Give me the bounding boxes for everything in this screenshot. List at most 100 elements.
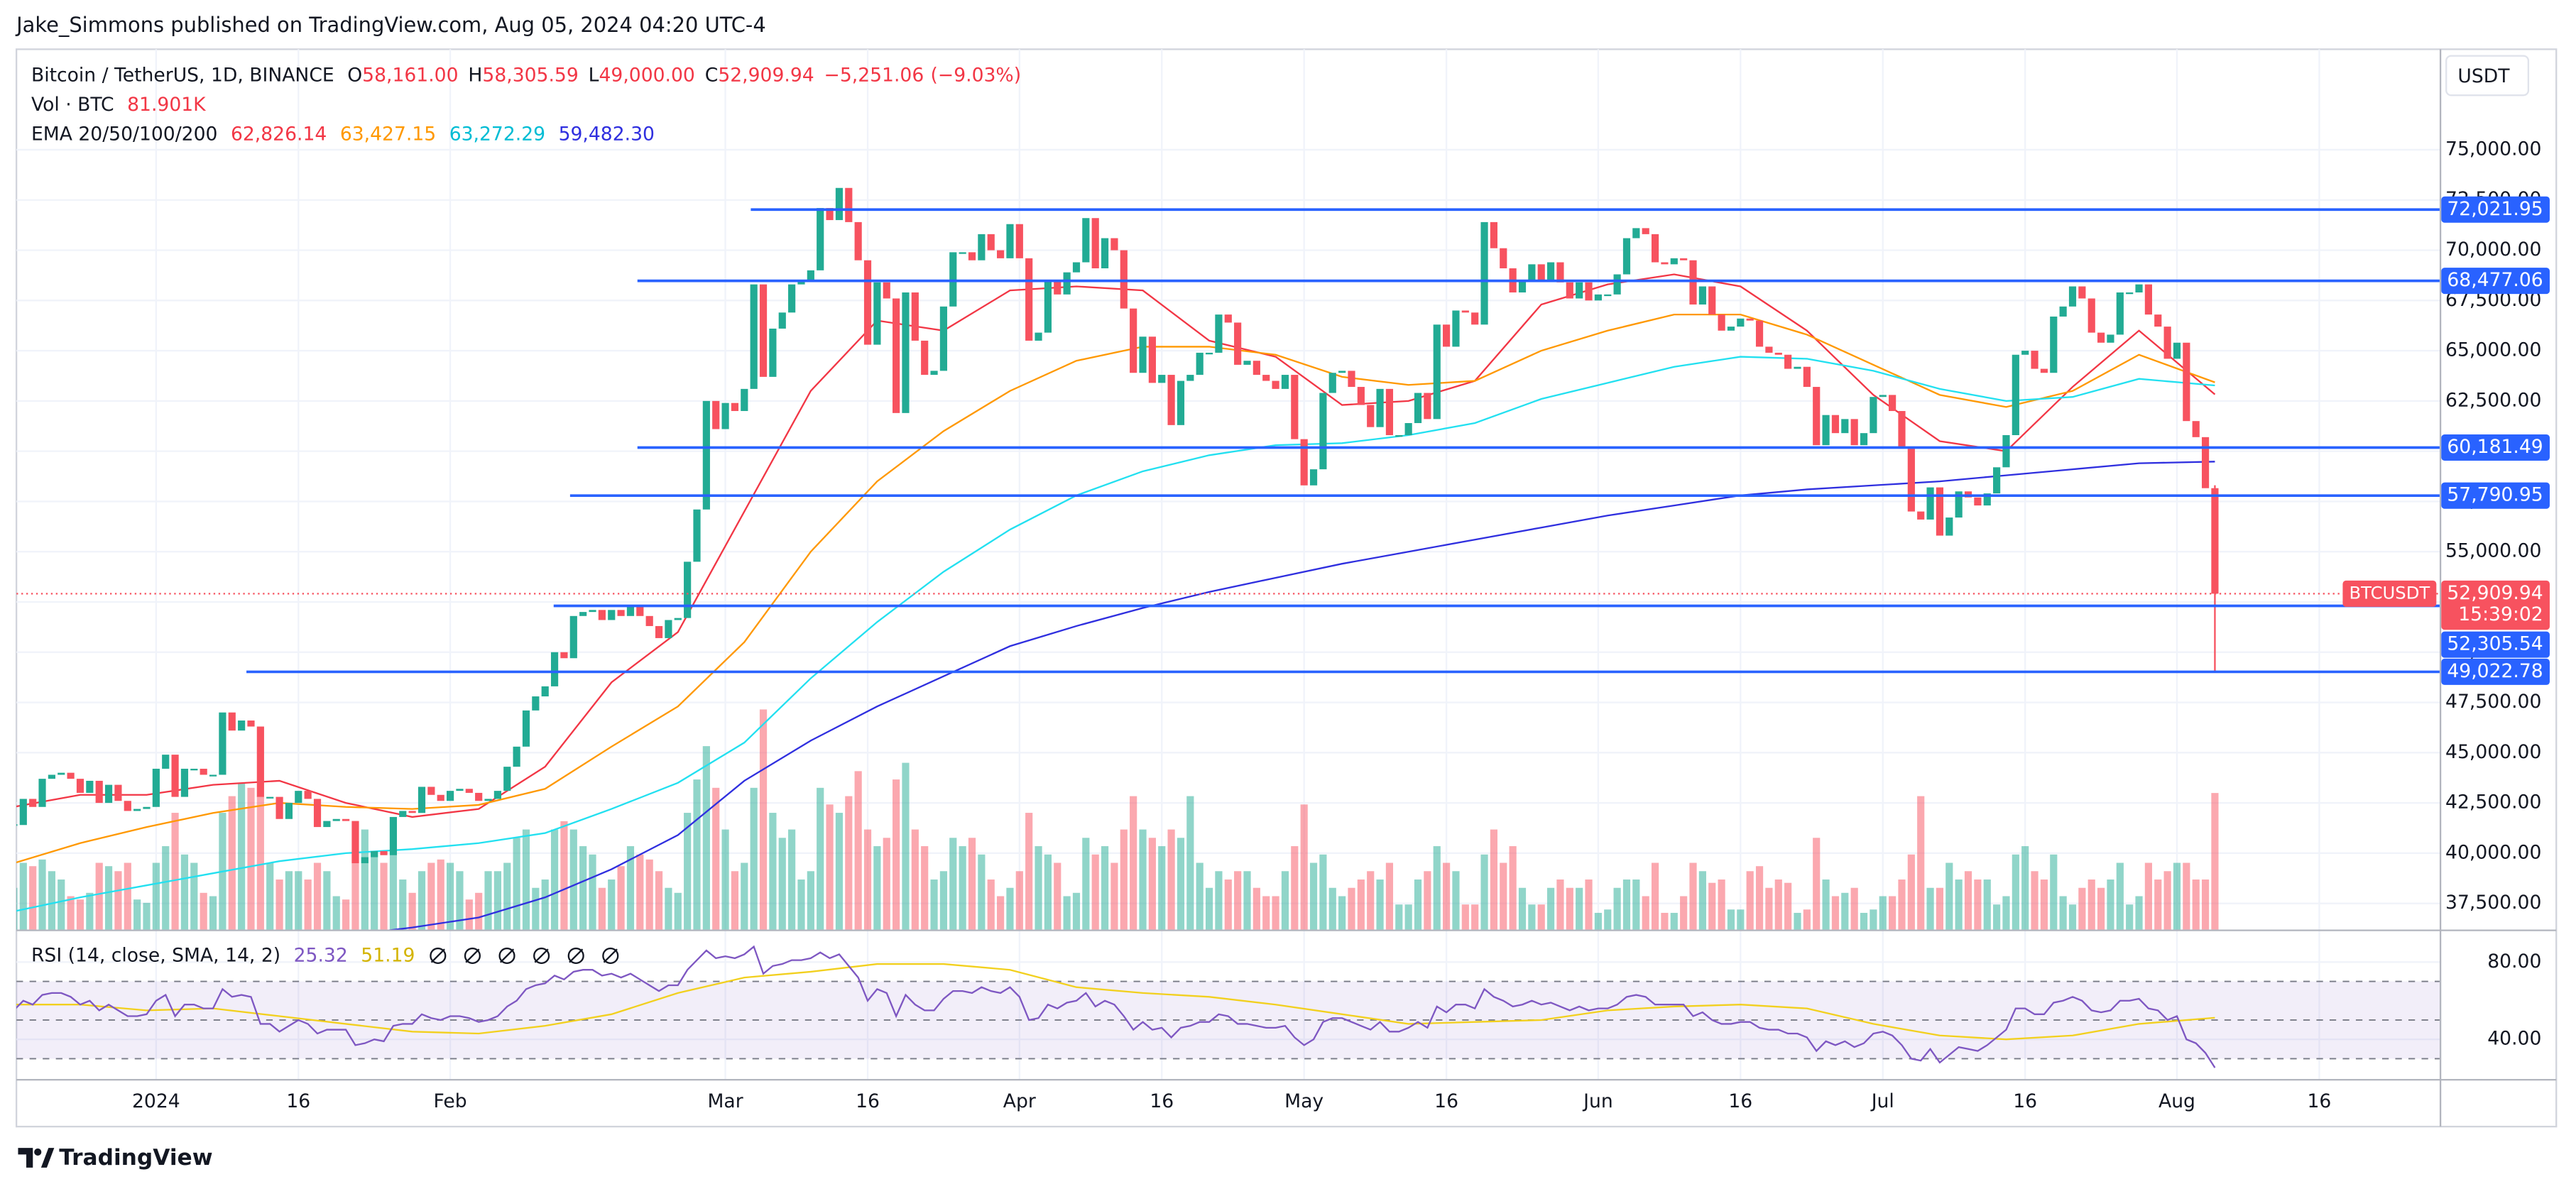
- candle: [143, 806, 151, 809]
- price-pane: [16, 187, 2440, 930]
- volume-bar: [645, 859, 653, 930]
- legend-main: Bitcoin / TetherUS, 1D, BINANCE O58,161.0…: [31, 64, 1021, 86]
- volume-bar: [1490, 829, 1498, 930]
- volume-bar: [1926, 887, 1934, 930]
- volume-bar: [256, 796, 264, 930]
- x-tick-label: 16: [286, 1090, 310, 1112]
- volume-bar: [1708, 882, 1716, 930]
- candle: [959, 252, 966, 254]
- x-tick-label: Apr: [1003, 1090, 1036, 1112]
- volume-bar: [1955, 880, 1963, 930]
- candle: [1490, 221, 1498, 248]
- hidden-plot-icon[interactable]: [602, 947, 619, 965]
- candle: [1556, 262, 1564, 283]
- hidden-plot-icon[interactable]: [533, 947, 550, 965]
- hidden-plot-icon[interactable]: [498, 947, 515, 965]
- candle: [1841, 419, 1849, 434]
- change-pct: (−9.03%): [931, 64, 1022, 86]
- volume-bar: [911, 829, 919, 930]
- candle: [247, 720, 255, 727]
- volume-bar: [1348, 887, 1355, 930]
- x-tick-label: Jun: [1582, 1090, 1613, 1112]
- x-tick-label: 2024: [132, 1090, 180, 1112]
- hidden-plot-icon[interactable]: [430, 947, 447, 965]
- volume-bar: [532, 887, 540, 930]
- volume-bar: [636, 854, 644, 930]
- candle: [417, 787, 426, 813]
- volume-bar: [750, 787, 758, 930]
- candle: [437, 794, 444, 801]
- volume-bar: [1281, 871, 1289, 930]
- candle: [2173, 342, 2181, 359]
- volume-bar: [1698, 871, 1706, 930]
- candle: [1480, 221, 1488, 325]
- volume-bar: [228, 796, 236, 930]
- volume-bar: [1850, 887, 1858, 930]
- candle: [2031, 351, 2039, 369]
- candle: [1291, 375, 1299, 439]
- candle: [665, 620, 672, 638]
- candle: [1424, 393, 1431, 420]
- volume-bar: [275, 880, 283, 930]
- candle: [1613, 274, 1621, 295]
- candle: [987, 234, 995, 251]
- candle: [617, 610, 625, 616]
- volume-bar: [152, 862, 160, 930]
- candle: [1500, 248, 1507, 269]
- chart-frame: [15, 48, 2558, 1128]
- candle: [968, 252, 976, 261]
- volume-bar: [1746, 871, 1754, 930]
- volume-bar: [1822, 880, 1830, 930]
- candle: [332, 818, 340, 821]
- candle: [1158, 375, 1166, 383]
- candle: [1328, 373, 1336, 393]
- currency[interactable]: USDT: [2457, 65, 2510, 87]
- candle: [238, 720, 246, 731]
- volume-bar: [2087, 880, 2095, 930]
- candle: [788, 284, 796, 313]
- hidden-plot-icon[interactable]: [567, 947, 584, 965]
- candle: [674, 618, 682, 620]
- candle: [1101, 238, 1109, 269]
- level-tag-label: 72,021.95: [2447, 198, 2543, 220]
- volume-bar: [1015, 871, 1023, 930]
- x-tick-label: May: [1284, 1090, 1324, 1112]
- candle: [1148, 336, 1156, 383]
- candle: [541, 686, 549, 697]
- candle: [342, 818, 350, 821]
- hidden-plot-icon[interactable]: [464, 947, 481, 965]
- volume-bar: [1841, 892, 1849, 930]
- candle: [323, 821, 331, 828]
- volume-bar: [569, 829, 577, 930]
- candle: [1698, 286, 1706, 305]
- change: −5,251.06: [824, 64, 924, 86]
- candle: [304, 791, 312, 799]
- volume-bar: [665, 887, 672, 930]
- volume-bar: [731, 871, 739, 930]
- volume-bar: [617, 866, 625, 930]
- volume-bar: [200, 892, 207, 930]
- candle: [16, 824, 18, 826]
- candle: [1091, 218, 1099, 269]
- volume-bar: [1443, 862, 1451, 930]
- currency-box[interactable]: [2445, 55, 2530, 97]
- candle: [655, 625, 663, 638]
- volume-bar: [1546, 887, 1555, 930]
- candle: [863, 260, 872, 345]
- candle: [826, 208, 834, 221]
- candle: [2059, 306, 2067, 317]
- candle: [2097, 332, 2105, 343]
- candle: [579, 612, 587, 616]
- volume-bar: [1528, 904, 1536, 930]
- volume-bar: [1794, 912, 1801, 930]
- ema-line: [16, 356, 2215, 912]
- candle: [1822, 415, 1830, 446]
- volume-bar: [873, 846, 881, 930]
- countdown: 15:39:02: [2458, 603, 2543, 625]
- candle: [532, 696, 540, 711]
- volume-bar: [1632, 880, 1640, 930]
- volume-bar: [1357, 880, 1365, 930]
- volume-bar: [247, 787, 255, 930]
- candle: [1461, 310, 1469, 313]
